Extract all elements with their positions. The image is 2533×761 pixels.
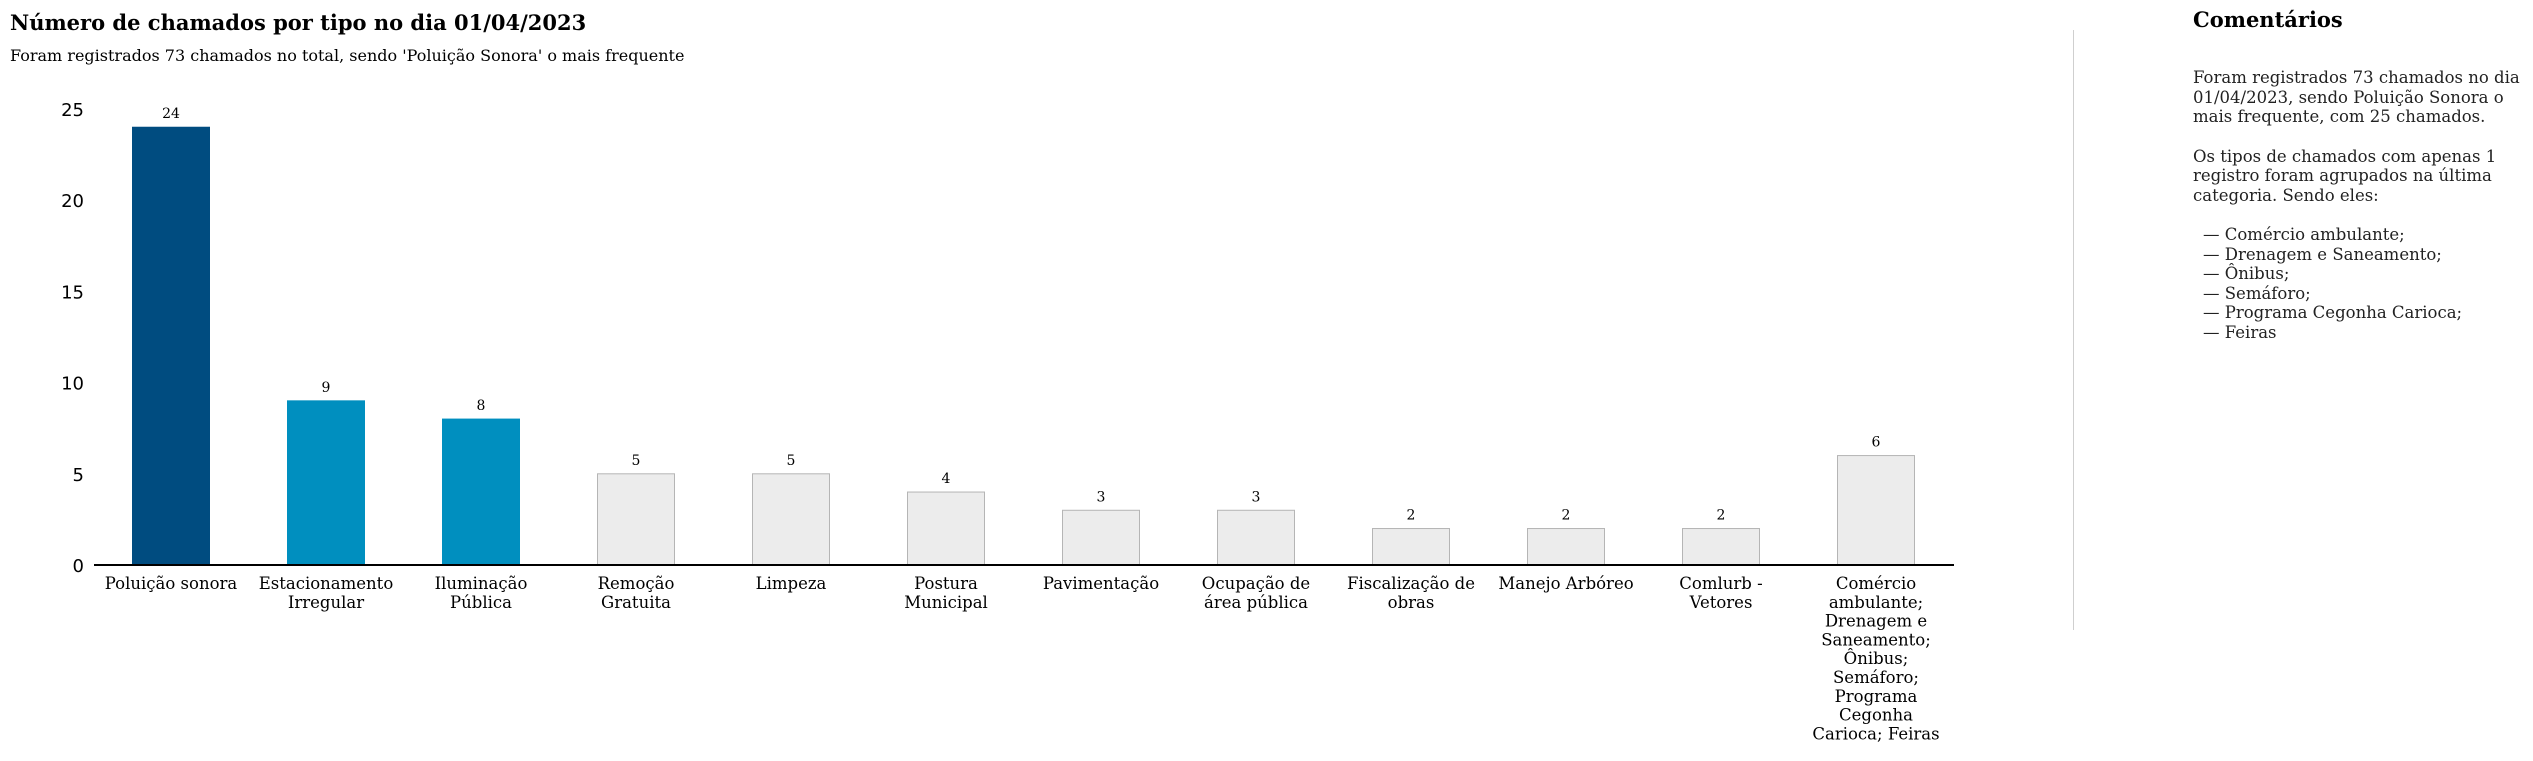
x-tick-label: Semáforo;: [1833, 668, 1919, 687]
x-tick-label: Carioca; Feiras: [1812, 724, 1939, 743]
chart-subtitle: Foram registrados 73 chamados no total, …: [10, 46, 685, 65]
bar-value-label: 24: [162, 106, 180, 122]
bar: [1217, 509, 1295, 566]
x-tick-label: Estacionamento: [259, 574, 394, 593]
y-tick-label: 0: [73, 556, 84, 577]
comments-list: — Comércio ambulante; — Drenagem e Sanea…: [2193, 225, 2523, 342]
comments-list-item: — Programa Cegonha Carioca;: [2203, 303, 2463, 322]
bar-value-label: 6: [1872, 435, 1881, 451]
x-tick-label: Irregular: [288, 593, 364, 612]
bar: [287, 400, 365, 566]
x-tick-label: Fiscalização de: [1347, 574, 1475, 593]
comments-panel: Foram registrados 73 chamados no dia 01/…: [2193, 68, 2523, 342]
bar-value-label: 5: [632, 453, 641, 469]
y-tick-label: 20: [61, 191, 84, 212]
comments-paragraph-2: Os tipos de chamados com apenas 1 regist…: [2193, 146, 2497, 205]
bar-value-label: 2: [1407, 508, 1416, 524]
bar: [1372, 528, 1450, 566]
bar-value-label: 5: [787, 453, 796, 469]
x-tick-label: área pública: [1204, 593, 1308, 612]
comments-list-item: — Comércio ambulante;: [2203, 225, 2405, 244]
y-tick-label: 5: [73, 465, 84, 486]
bar: [132, 126, 210, 566]
x-tick-label: Iluminação: [435, 574, 528, 593]
bar: [907, 491, 985, 566]
x-tick-label: Ônibus;: [1844, 648, 1909, 668]
comments-list-item: — Feiras: [2203, 322, 2277, 342]
bar: [1062, 509, 1140, 566]
y-tick-label: 10: [61, 374, 84, 395]
x-tick-label: Poluição sonora: [105, 574, 238, 593]
bar-value-label: 3: [1252, 489, 1261, 505]
x-tick-label: Comlurb -: [1679, 574, 1762, 593]
x-tick-label: Manejo Arbóreo: [1498, 574, 1633, 593]
chart-title: Número de chamados por tipo no dia 01/04…: [10, 10, 587, 35]
bar-value-label: 3: [1097, 489, 1106, 505]
x-tick-label: Cegonha: [1839, 706, 1913, 725]
bar-value-label: 9: [322, 380, 331, 396]
x-tick-label: Ocupação de: [1202, 574, 1310, 593]
bar: [1837, 455, 1915, 566]
comments-list-item: — Drenagem e Saneamento;: [2203, 244, 2442, 264]
x-tick-label: Postura: [914, 574, 978, 593]
x-tick-label: Comércio: [1836, 574, 1916, 593]
bar: [597, 473, 675, 566]
bar-value-label: 2: [1562, 508, 1571, 524]
comments-paragraph-1: Foram registrados 73 chamados no dia 01/…: [2193, 68, 2520, 126]
comments-title: Comentários: [2193, 7, 2343, 32]
x-tick-label: Gratuita: [601, 593, 671, 612]
x-tick-label: Vetores: [1689, 593, 1753, 612]
comments-list-item: — Ônibus;: [2203, 264, 2290, 283]
x-tick-label: Programa: [1835, 687, 1918, 706]
x-tick-label: Limpeza: [756, 574, 827, 593]
bar-value-label: 8: [477, 398, 486, 414]
bar: [752, 473, 830, 566]
x-tick-label: Pública: [450, 593, 512, 612]
bar: [442, 418, 520, 566]
bar-value-label: 4: [942, 471, 951, 487]
x-tick-label: Remoção: [598, 574, 675, 593]
divider-line: [2073, 30, 2074, 630]
x-tick-label: Drenagem e: [1825, 612, 1927, 631]
bar-value-label: 2: [1717, 508, 1726, 524]
x-tick-label: Pavimentação: [1043, 574, 1159, 593]
x-tick-label: Municipal: [904, 593, 988, 612]
y-tick-label: 15: [61, 282, 84, 303]
x-tick-label: Saneamento;: [1821, 630, 1931, 649]
comments-list-item: — Semáforo;: [2203, 283, 2311, 303]
bar: [1682, 528, 1760, 566]
bar: [1527, 528, 1605, 566]
y-tick-label: 25: [61, 100, 84, 121]
x-tick-label: ambulante;: [1829, 593, 1923, 612]
x-tick-label: obras: [1388, 593, 1435, 612]
